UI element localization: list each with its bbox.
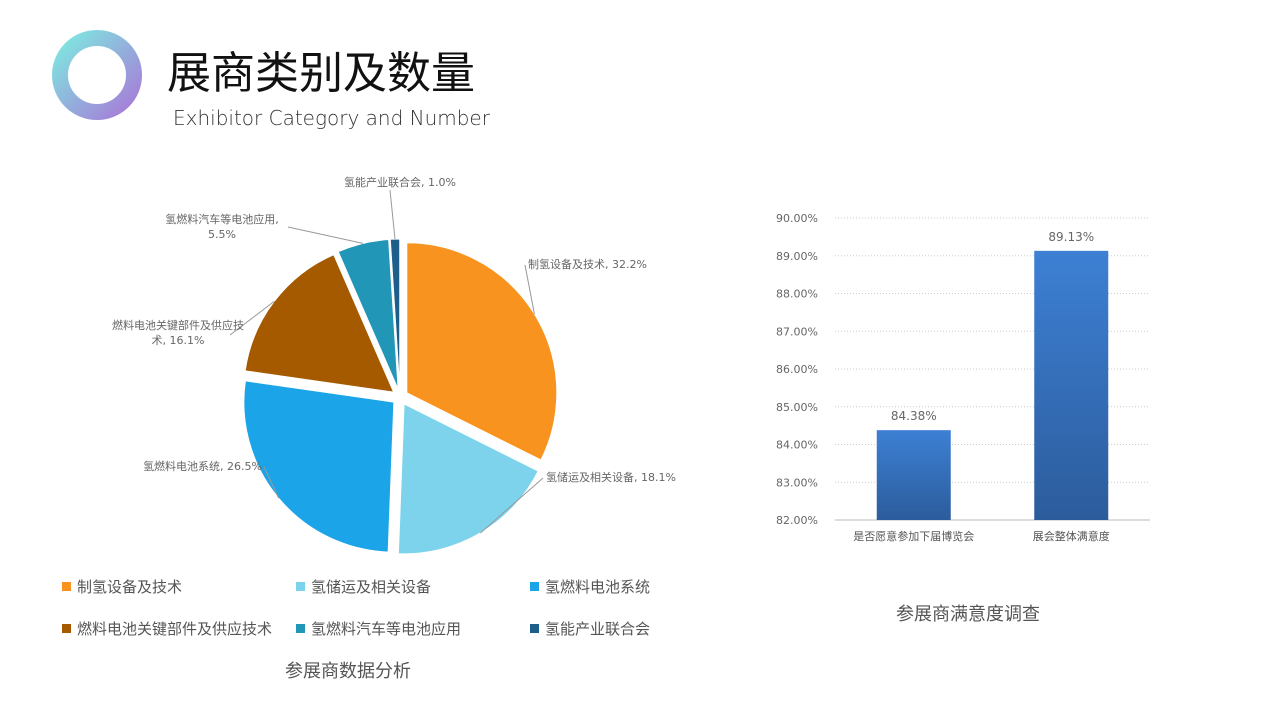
bar — [876, 430, 951, 520]
y-tick-label: 87.00% — [776, 325, 818, 338]
data-label: 氢燃料汽车等电池应用, 5.5% — [165, 213, 279, 241]
value-label: 84.38% — [891, 409, 937, 423]
y-tick-label: 86.00% — [776, 363, 818, 376]
y-tick-label: 82.00% — [776, 514, 818, 527]
legend-item: 氢燃料汽车等电池应用 — [296, 618, 461, 639]
legend-label: 氢能产业联合会 — [545, 620, 651, 638]
leader-line — [229, 300, 275, 336]
leader-line — [480, 477, 544, 534]
legend-item: 燃料电池关键部件及供应技术 — [62, 618, 272, 639]
logo-ring — [52, 30, 142, 120]
leader-line — [389, 189, 396, 240]
leader-line — [287, 226, 364, 244]
legend-swatch — [530, 624, 539, 633]
data-label: 制氢设备及技术, 32.2% — [528, 258, 647, 271]
pie-title: 参展商数据分析 — [285, 661, 411, 682]
y-tick-label: 85.00% — [776, 401, 818, 414]
pie-slice — [389, 238, 401, 390]
data-label: 氢燃料电池系统, 26.5% — [143, 460, 262, 473]
y-tick-label: 88.00% — [776, 288, 818, 301]
legend-item: 氢燃料电池系统 — [530, 576, 650, 597]
legend-item: 氢能产业联合会 — [530, 618, 650, 639]
bar-title: 参展商满意度调查 — [896, 604, 1040, 625]
legend-swatch — [530, 582, 539, 591]
value-label: 89.13% — [1048, 230, 1094, 244]
y-tick-label: 83.00% — [776, 476, 818, 489]
y-tick-label: 84.00% — [776, 439, 818, 452]
y-tick-label: 90.00% — [776, 212, 818, 225]
legend-item: 制氢设备及技术 — [62, 576, 182, 597]
leader-line — [524, 264, 535, 315]
legend-item: 氢储运及相关设备 — [296, 576, 431, 597]
data-label: 燃料电池关键部件及供应技 术, 16.1% — [112, 319, 244, 347]
page-title: 展商类别及数量 — [167, 48, 475, 99]
leader-line — [263, 466, 280, 499]
bar — [1034, 250, 1109, 520]
page-subtitle: Exhibitor Category and Number — [173, 106, 491, 130]
data-label: 氢能产业联合会, 1.0% — [344, 176, 456, 189]
x-tick-label: 是否愿意参加下届博览会 — [853, 529, 974, 543]
legend-label: 氢燃料汽车等电池应用 — [311, 620, 462, 638]
legend-swatch — [62, 582, 71, 591]
legend-label: 制氢设备及技术 — [77, 578, 183, 596]
legend-swatch — [296, 624, 305, 633]
legend-label: 燃料电池关键部件及供应技术 — [77, 620, 273, 638]
y-tick-label: 89.00% — [776, 250, 818, 263]
pie-slice — [244, 253, 395, 393]
data-label: 氢储运及相关设备, 18.1% — [546, 471, 676, 484]
legend-label: 氢燃料电池系统 — [545, 578, 651, 596]
pie-slice — [243, 380, 395, 553]
legend-label: 氢储运及相关设备 — [311, 578, 432, 596]
legend-swatch — [296, 582, 305, 591]
x-tick-label: 展会整体满意度 — [1033, 529, 1110, 543]
legend-swatch — [62, 624, 71, 633]
